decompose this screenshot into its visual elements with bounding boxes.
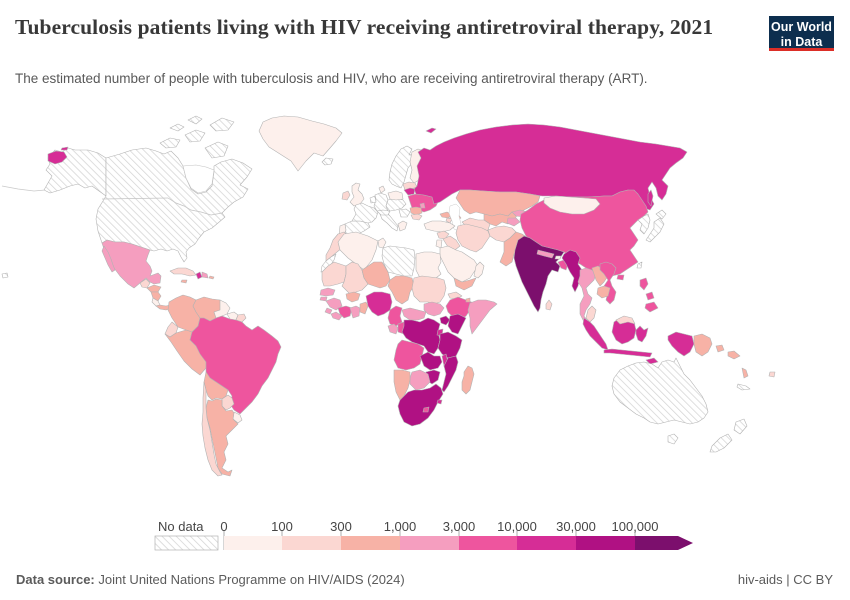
svg-text:0: 0 — [220, 519, 227, 534]
svg-text:30,000: 30,000 — [556, 519, 596, 534]
svg-text:300: 300 — [330, 519, 352, 534]
svg-text:3,000: 3,000 — [443, 519, 476, 534]
svg-text:1,000: 1,000 — [384, 519, 417, 534]
svg-text:10,000: 10,000 — [497, 519, 537, 534]
svg-text:100,000: 100,000 — [612, 519, 659, 534]
svg-text:No data: No data — [158, 519, 204, 534]
svg-text:100: 100 — [271, 519, 293, 534]
